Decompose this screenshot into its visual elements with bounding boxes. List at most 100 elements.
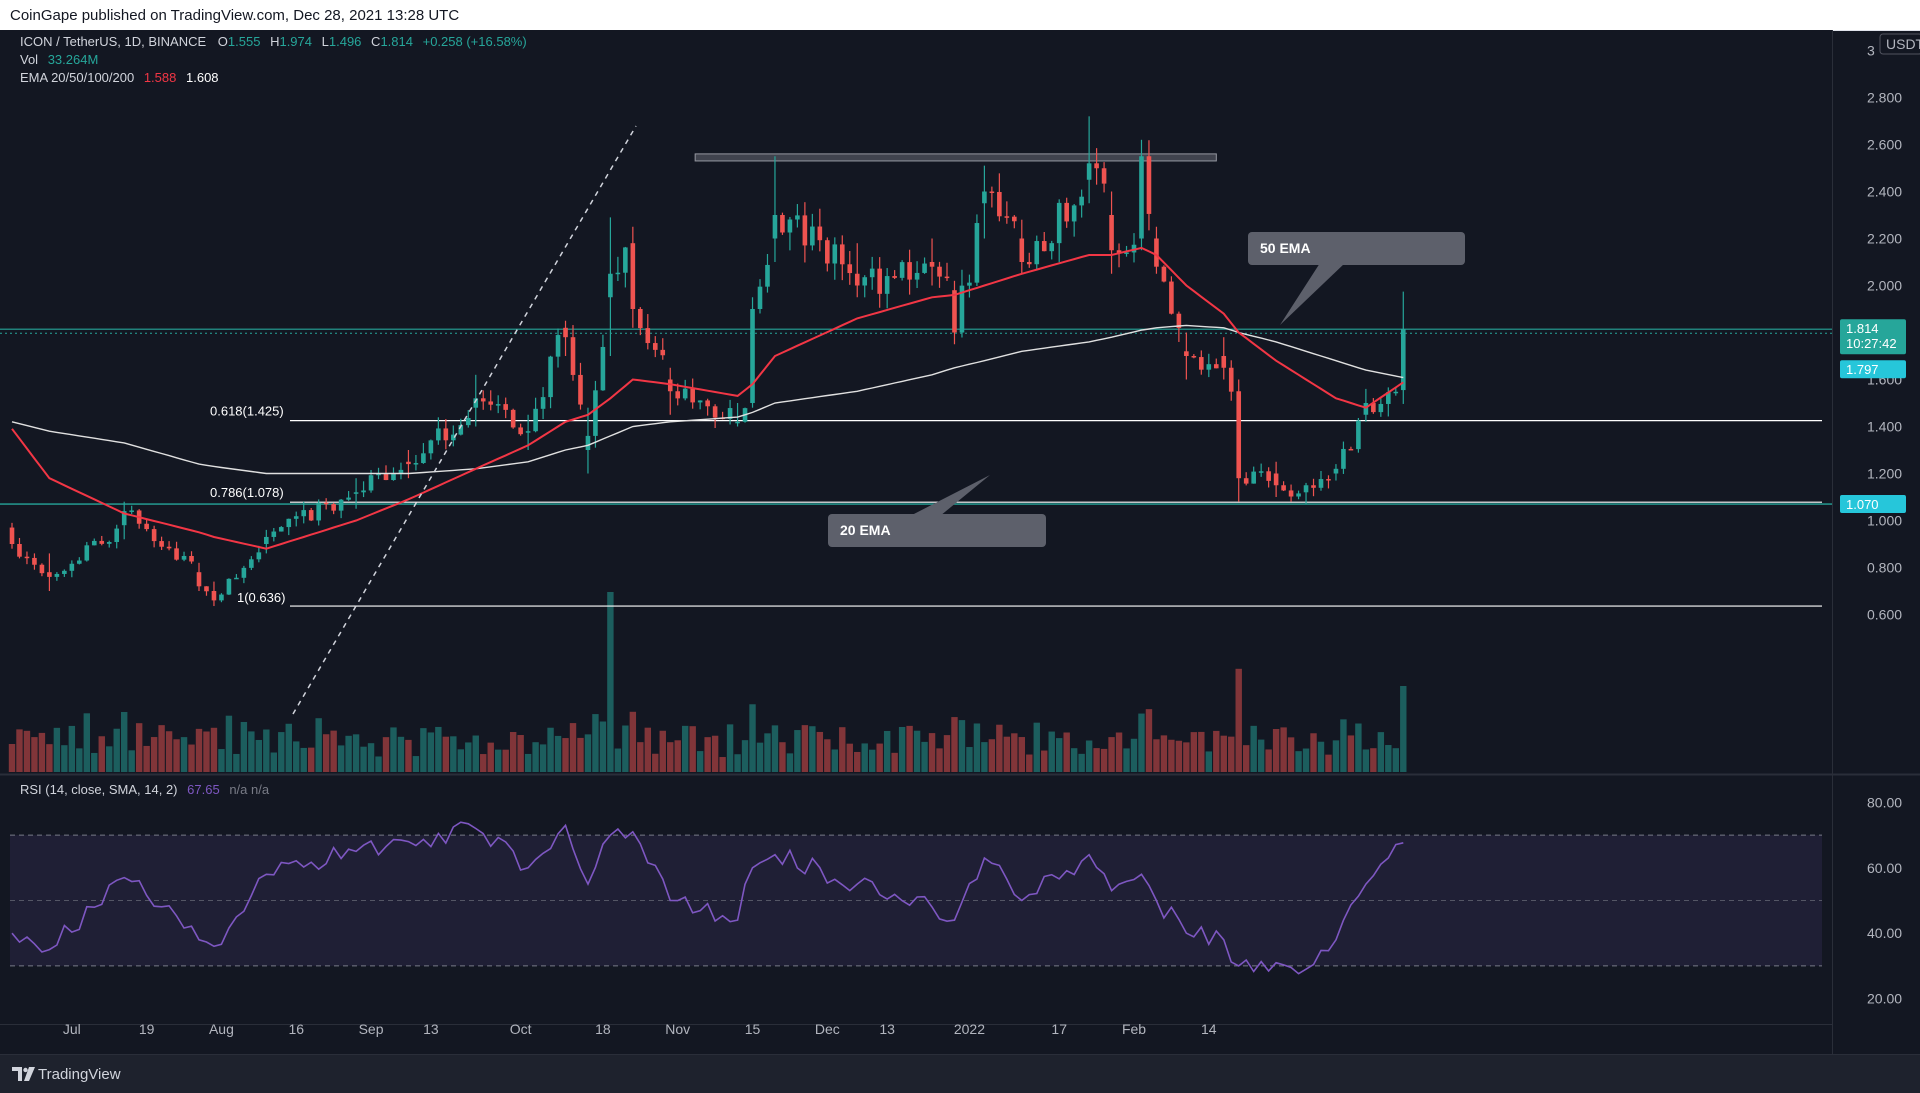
candle-body: [32, 557, 37, 565]
legend-row-rsi[interactable]: RSI (14, close, SMA, 14, 2) 67.65 n/a n/…: [20, 782, 269, 797]
rsi-line[interactable]: [11, 821, 1404, 975]
candle: [1199, 350, 1204, 375]
candle-body: [854, 273, 860, 286]
price-axis[interactable]: 32.8002.6002.4002.2002.0001.6001.4001.20…: [1840, 33, 1920, 623]
candle: [338, 499, 344, 519]
candle: [623, 246, 628, 288]
candle: [196, 562, 202, 591]
volume-bar: [322, 734, 330, 772]
volume-bar: [1198, 731, 1205, 772]
candle-body: [1109, 215, 1114, 251]
volume-bar: [749, 704, 756, 772]
volume-bar: [106, 746, 113, 772]
legend-row-symbol[interactable]: ICON / TetherUS, 1D, BINANCE O1.555 H1.9…: [20, 34, 527, 49]
volume-bar: [435, 726, 442, 772]
open-value: 1.555: [227, 34, 261, 49]
candle: [1109, 191, 1114, 274]
ema-price-tag[interactable]: 1.797: [1840, 360, 1906, 379]
rsi-axis-label: 40.00: [1867, 925, 1902, 941]
candle-body: [376, 473, 381, 476]
main-pane[interactable]: [0, 30, 1832, 774]
volume-bar: [996, 724, 1003, 772]
candle-body: [750, 309, 755, 403]
candle: [652, 336, 658, 358]
candle: [495, 395, 501, 414]
ema-fast-value: 1.588: [143, 70, 177, 85]
volume-bar: [1093, 748, 1100, 772]
candle-body: [219, 594, 224, 601]
candle: [398, 462, 404, 480]
candle: [1026, 252, 1032, 268]
candle-body: [892, 276, 897, 278]
candle: [226, 578, 232, 596]
resistance-zone[interactable]: [694, 153, 1217, 162]
volume-bar: [988, 739, 996, 772]
volume-bar: [554, 735, 562, 772]
legend-row-volume[interactable]: Vol 33.264M: [20, 52, 98, 67]
support-price-tag-text: 1.070: [1846, 497, 1879, 512]
volume-bar: [1228, 736, 1235, 772]
candle: [1071, 203, 1077, 237]
ema-slow-line[interactable]: [11, 324, 1404, 475]
volume-bar: [61, 745, 68, 772]
drawings[interactable]: 0.618(1.425) 0.786(1.078) 1(0.636) 50 EMA 20…: [210, 125, 1465, 715]
candle-body: [99, 540, 105, 544]
time-axis[interactable]: Jul 19 Aug 16 Sep 13 Oct 18 Nov 15 Dec 13 2022 17 Feb 1…: [63, 1021, 1217, 1037]
candle: [159, 536, 164, 550]
time-axis-label: Aug: [209, 1021, 234, 1037]
candle: [69, 560, 75, 578]
candle: [1176, 311, 1182, 342]
candle: [1191, 354, 1197, 359]
candle: [39, 563, 45, 577]
candle: [32, 553, 37, 570]
volume-bar: [943, 735, 951, 772]
candle-body: [181, 555, 187, 560]
candle-body: [1034, 241, 1040, 265]
candle: [1012, 215, 1017, 229]
open-label: O: [217, 34, 228, 49]
volume-bar: [337, 745, 345, 772]
candle-body: [952, 290, 957, 333]
volume-bar: [1063, 732, 1070, 772]
volume-bar: [854, 751, 861, 772]
ema-fast-line[interactable]: [11, 246, 1404, 550]
candle-body: [436, 428, 441, 441]
candle-body: [495, 404, 501, 406]
support-price-tag[interactable]: 1.070: [1840, 495, 1906, 514]
candle: [488, 390, 494, 411]
callout-50-box[interactable]: [1248, 232, 1465, 265]
chart-canvas[interactable]: 0.618(1.425) 0.786(1.078) 1(0.636) 50 EMA 20…: [0, 30, 1920, 1084]
horizontal-levels[interactable]: [0, 153, 1832, 607]
candle: [877, 257, 882, 308]
candle: [1378, 398, 1384, 417]
candle-body: [9, 527, 15, 544]
candle: [907, 249, 912, 295]
time-axis-label: Nov: [665, 1021, 690, 1037]
candle: [84, 541, 90, 562]
candle: [697, 400, 703, 410]
candle-body: [563, 327, 568, 338]
candle-body: [1266, 471, 1271, 481]
candle-body: [518, 427, 523, 435]
callout-20-box[interactable]: [828, 514, 1046, 547]
trendline-dashed[interactable]: [292, 125, 637, 715]
price-axis-label: 2.600: [1867, 137, 1902, 153]
currency-unit-box[interactable]: [1879, 33, 1920, 55]
candle: [862, 275, 868, 298]
volume-bar: [1287, 737, 1295, 772]
legend-row-ema[interactable]: EMA 20/50/100/200 1.588 1.608: [20, 70, 219, 85]
candle-body: [839, 244, 845, 265]
fib-0618-label: 0.618(1.425): [210, 404, 284, 419]
candle-body: [533, 408, 538, 432]
volume-bar: [599, 721, 607, 772]
candle: [286, 518, 292, 536]
volume-bar: [891, 752, 898, 772]
candle: [1296, 490, 1301, 500]
volume-bar: [46, 744, 53, 772]
candle-body: [338, 499, 344, 511]
volume-bar: [1213, 730, 1220, 772]
rsi-label: RSI (14, close, SMA, 14, 2): [20, 782, 178, 797]
rsi-pane[interactable]: [0, 774, 1832, 1054]
candle-body: [690, 388, 695, 403]
